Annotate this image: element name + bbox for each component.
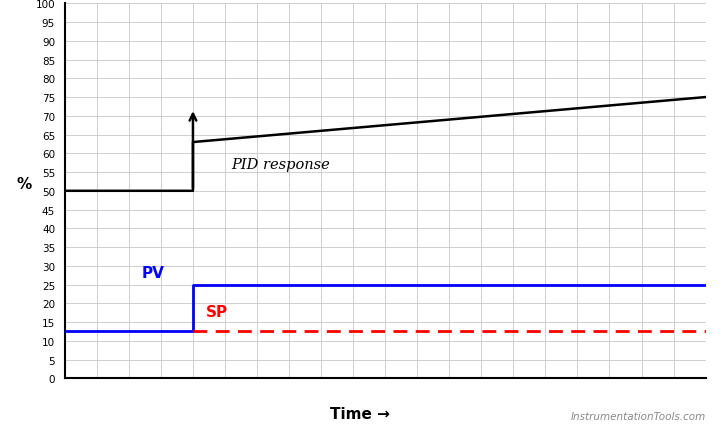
Y-axis label: %: % [17, 176, 32, 191]
Text: PID response: PID response [231, 158, 330, 172]
Text: InstrumentationTools.com: InstrumentationTools.com [570, 412, 706, 421]
Text: SP: SP [206, 305, 228, 319]
Text: Time →: Time → [330, 406, 390, 421]
Text: PV: PV [142, 265, 165, 280]
